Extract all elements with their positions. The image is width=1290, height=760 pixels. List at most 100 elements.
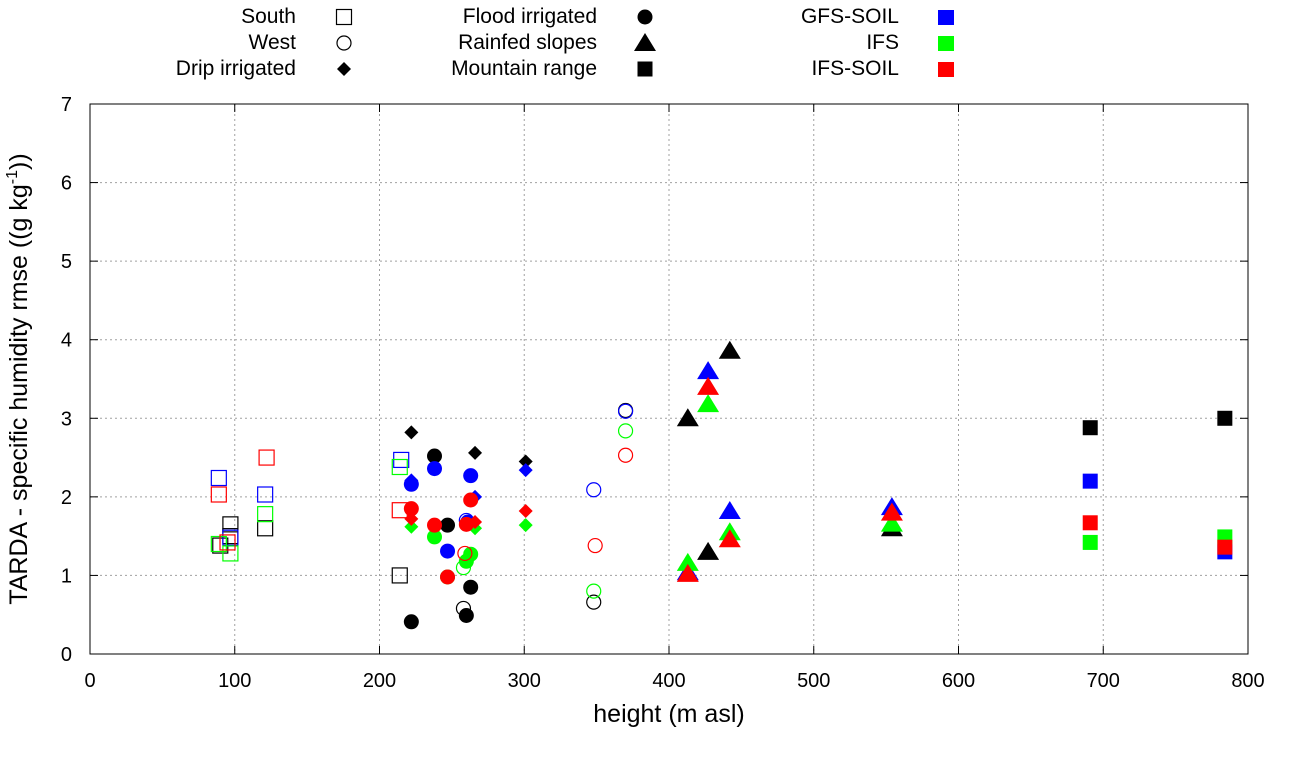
axis-ticks: 0 100 200 300 400 500 600 700 800 0 1 2 3 4 5 6 7 [61, 94, 1265, 692]
legend-marker-west [336, 35, 352, 51]
point-west-gfs-soil [586, 482, 602, 498]
data-points [210, 340, 1233, 630]
point-flood-irrigated-gfs-soil [403, 476, 419, 492]
y-tick-label: 2 [61, 487, 72, 509]
x-axis-title: height (m asl) [593, 700, 744, 728]
point-west-ifs-soil [617, 447, 634, 463]
point-south-ifs [391, 458, 408, 476]
y-tick-label: 0 [61, 644, 72, 666]
point-rainfed-slopes-tarda [676, 408, 699, 427]
legend-marker-flood-irrigated [637, 9, 653, 25]
y-axis-title: TARDA - specific humidity rmse ((g kg-1)… [4, 153, 33, 604]
y-axis-title-superscript: -1 [4, 170, 21, 184]
legend-marker-drip-irrigated [337, 62, 351, 76]
point-flood-irrigated-ifs-soil [458, 516, 474, 532]
point-flood-irrigated-tarda [440, 517, 456, 533]
point-drip-irrigated-gfs-soil [518, 463, 533, 478]
point-drip-irrigated-ifs [404, 519, 419, 534]
point-mountain-range-tarda [1217, 410, 1233, 426]
legend-marker-south [335, 8, 353, 26]
y-tick-label: 3 [61, 408, 72, 430]
y-axis-title-main: TARDA - specific humidity rmse ((g kg [5, 184, 33, 604]
point-flood-irrigated-ifs-soil [440, 569, 456, 585]
legend-swatch-ifs-soil [938, 62, 954, 77]
point-rainfed-slopes-tarda [697, 541, 720, 560]
point-flood-irrigated-tarda [458, 608, 474, 623]
x-tick-label: 800 [1231, 670, 1264, 692]
point-south-tarda [257, 520, 274, 537]
legend-swatch-ifs [938, 36, 954, 51]
point-flood-irrigated-ifs-soil [403, 501, 419, 517]
point-west-ifs [617, 423, 634, 439]
plot-frame [89, 103, 1249, 655]
point-rainfed-slopes-ifs-soil [697, 376, 720, 395]
point-drip-irrigated-tarda [518, 454, 533, 469]
point-flood-irrigated-ifs-soil [427, 517, 443, 533]
y-tick-label: 4 [61, 330, 72, 352]
point-drip-irrigated-ifs [518, 518, 533, 533]
legend-label-drip-irrigated: Drip irrigated [176, 57, 296, 80]
x-tick-label: 300 [508, 670, 541, 692]
point-drip-irrigated-tarda [468, 445, 483, 460]
point-rainfed-slopes-gfs-soil [718, 501, 741, 519]
legend-marker-mountain-range [637, 61, 653, 77]
y-tick-label: 5 [61, 251, 72, 273]
y-tick-label: 1 [61, 565, 72, 587]
x-tick-label: 400 [652, 670, 685, 692]
x-tick-label: 600 [942, 670, 975, 692]
point-mountain-range-gfs-soil [1082, 473, 1098, 489]
legend-label-west: West [249, 31, 297, 54]
x-tick-label: 700 [1087, 670, 1120, 692]
legend-label-ifs-soil: IFS-SOIL [811, 57, 899, 80]
point-rainfed-slopes-ifs [697, 394, 720, 413]
legend-label-flood-irrigated: Flood irrigated [463, 5, 597, 28]
legend-marker-rainfed-slopes [634, 33, 656, 51]
legend-swatch-gfs-soil [938, 10, 954, 25]
point-drip-irrigated-ifs-soil [404, 511, 419, 526]
point-flood-irrigated-tarda [427, 448, 443, 464]
legend: South West Drip irrigated Flood irrigated Ra… [176, 5, 954, 80]
point-rainfed-slopes-ifs-soil [676, 563, 699, 582]
point-south-ifs-soil [210, 486, 227, 503]
point-south-ifs-soil [258, 449, 275, 466]
point-south-gfs-soil [222, 529, 239, 546]
point-flood-irrigated-gfs-soil [440, 543, 456, 559]
point-south-ifs [257, 506, 274, 523]
point-south-gfs-soil [257, 486, 274, 503]
point-south-ifs-soil [219, 534, 236, 551]
point-rainfed-slopes-ifs [880, 513, 903, 532]
legend-label-ifs: IFS [866, 31, 899, 54]
point-rainfed-slopes-tarda [718, 340, 741, 359]
point-flood-irrigated-ifs [463, 546, 479, 562]
point-west-ifs-soil [587, 537, 603, 554]
point-west-ifs [586, 583, 602, 599]
point-flood-irrigated-ifs-soil [463, 492, 479, 508]
legend-label-gfs-soil: GFS-SOIL [801, 5, 899, 28]
point-drip-irrigated-tarda [404, 425, 419, 440]
y-tick-label: 6 [61, 173, 72, 195]
point-rainfed-slopes-ifs [676, 552, 699, 571]
point-flood-irrigated-gfs-soil [463, 468, 479, 484]
point-mountain-range-ifs [1082, 534, 1098, 550]
point-rainfed-slopes-gfs-soil [697, 361, 720, 380]
point-flood-irrigated-gfs-soil [427, 461, 443, 477]
point-mountain-range-ifs-soil [1082, 515, 1098, 531]
point-west-ifs-soil [457, 545, 473, 562]
point-flood-irrigated-ifs [427, 529, 443, 545]
point-south-ifs [210, 535, 227, 553]
x-tick-label: 500 [797, 670, 830, 692]
y-tick-label: 7 [61, 94, 72, 116]
point-west-gfs-soil [617, 403, 634, 419]
legend-label-mountain-range: Mountain range [451, 57, 597, 80]
grid-lines [90, 104, 1248, 654]
point-west-tarda [586, 594, 602, 610]
point-rainfed-slopes-ifs-soil [718, 529, 741, 548]
x-tick-label: 0 [84, 670, 95, 692]
x-tick-label: 200 [363, 670, 396, 692]
x-tick-label: 100 [218, 670, 251, 692]
point-drip-irrigated-ifs-soil [518, 504, 533, 518]
point-rainfed-slopes-ifs-soil [880, 502, 903, 521]
point-flood-irrigated-tarda [463, 579, 479, 595]
